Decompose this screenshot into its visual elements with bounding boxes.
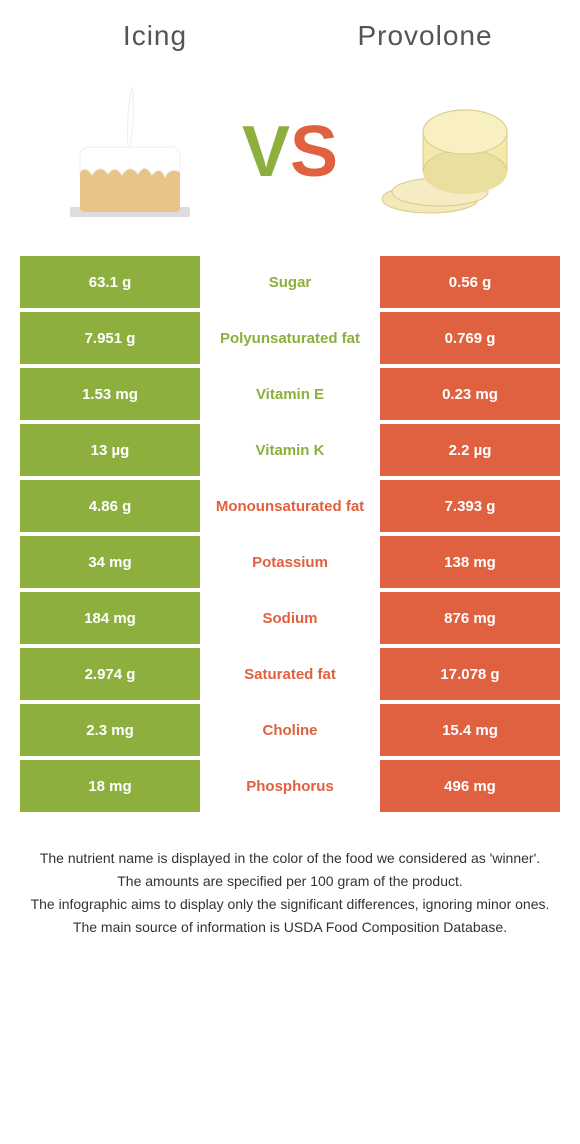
nutrient-table: 63.1 gSugar0.56 g7.951 gPolyunsaturated … [20,256,560,812]
right-value: 138 mg [380,536,560,588]
nutrient-label: Choline [200,704,380,756]
left-value: 1.53 mg [20,368,200,420]
left-value: 184 mg [20,592,200,644]
left-food-image [30,72,230,232]
images-row: VS [20,72,560,232]
nutrient-label: Potassium [200,536,380,588]
nutrient-label: Phosphorus [200,760,380,812]
left-value: 7.951 g [20,312,200,364]
footnote-line: The infographic aims to display only the… [30,894,550,915]
nutrient-label: Sodium [200,592,380,644]
right-value: 0.769 g [380,312,560,364]
right-food-title: Provolone [290,20,560,52]
nutrient-row: 13 µgVitamin K2.2 µg [20,424,560,476]
vs-v: V [242,111,290,193]
left-value: 63.1 g [20,256,200,308]
right-value: 17.078 g [380,648,560,700]
nutrient-row: 18 mgPhosphorus496 mg [20,760,560,812]
nutrient-label: Saturated fat [200,648,380,700]
right-value: 15.4 mg [380,704,560,756]
right-value: 496 mg [380,760,560,812]
nutrient-label: Vitamin K [200,424,380,476]
nutrient-row: 2.3 mgCholine15.4 mg [20,704,560,756]
vs-s: S [290,111,338,193]
footnotes: The nutrient name is displayed in the co… [20,848,560,938]
nutrient-label: Sugar [200,256,380,308]
footnote-line: The amounts are specified per 100 gram o… [30,871,550,892]
right-food-image [350,72,550,232]
left-value: 2.974 g [20,648,200,700]
nutrient-row: 4.86 gMonounsaturated fat7.393 g [20,480,560,532]
right-value: 876 mg [380,592,560,644]
left-food-title: Icing [20,20,290,52]
nutrient-row: 1.53 mgVitamin E0.23 mg [20,368,560,420]
footnote-line: The main source of information is USDA F… [30,917,550,938]
nutrient-row: 34 mgPotassium138 mg [20,536,560,588]
right-value: 2.2 µg [380,424,560,476]
nutrient-label: Polyunsaturated fat [200,312,380,364]
nutrient-row: 184 mgSodium876 mg [20,592,560,644]
right-value: 7.393 g [380,480,560,532]
right-value: 0.23 mg [380,368,560,420]
left-value: 4.86 g [20,480,200,532]
nutrient-label: Monounsaturated fat [200,480,380,532]
nutrient-row: 2.974 gSaturated fat17.078 g [20,648,560,700]
footnote-line: The nutrient name is displayed in the co… [30,848,550,869]
nutrient-row: 63.1 gSugar0.56 g [20,256,560,308]
left-value: 18 mg [20,760,200,812]
nutrient-label: Vitamin E [200,368,380,420]
left-value: 34 mg [20,536,200,588]
right-value: 0.56 g [380,256,560,308]
vs-label: VS [242,111,338,193]
left-value: 2.3 mg [20,704,200,756]
left-value: 13 µg [20,424,200,476]
nutrient-row: 7.951 gPolyunsaturated fat0.769 g [20,312,560,364]
header: Icing Provolone [20,20,560,52]
